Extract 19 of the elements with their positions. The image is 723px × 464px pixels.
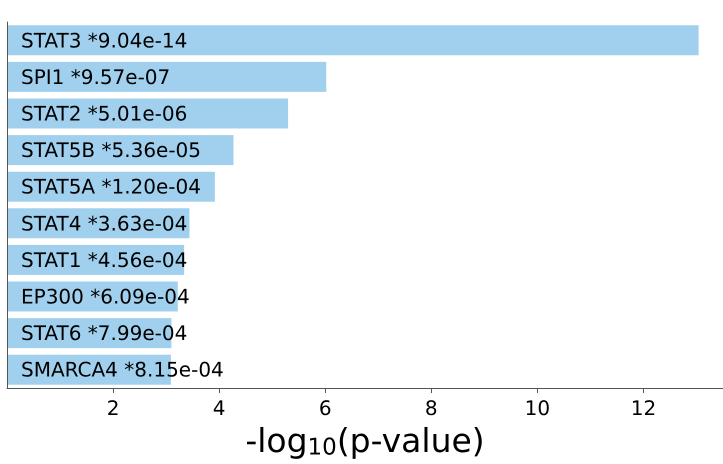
bar — [7, 25, 699, 56]
y-tick-label: EP300 *6.09e-04 — [21, 284, 190, 308]
x-tick-label: 12 — [630, 396, 656, 420]
x-axis-title: -log10(p-value) — [245, 421, 485, 460]
x-tick-label: 4 — [212, 396, 226, 420]
x-tick-label: 6 — [318, 396, 332, 420]
x-tick-label: 2 — [106, 396, 120, 420]
x-tick-label: 10 — [524, 396, 550, 420]
x-tick-label: 8 — [424, 396, 438, 420]
y-tick-label: STAT5A *1.20e-04 — [21, 174, 201, 199]
y-tick-label: STAT6 *7.99e-04 — [21, 321, 188, 346]
y-tick-label: STAT5B *5.36e-05 — [21, 138, 202, 162]
y-tick-label: STAT3 *9.04e-14 — [21, 28, 188, 52]
y-tick-label: SMARCA4 *8.15e-04 — [21, 358, 224, 382]
y-tick-label: STAT2 *5.01e-06 — [21, 102, 188, 126]
y-tick-label: STAT4 *3.63e-04 — [21, 211, 188, 236]
bar — [7, 62, 326, 92]
y-tick-label: SPI1 *9.57e-07 — [21, 64, 170, 89]
y-tick-label: STAT1 *4.56e-04 — [21, 248, 188, 272]
